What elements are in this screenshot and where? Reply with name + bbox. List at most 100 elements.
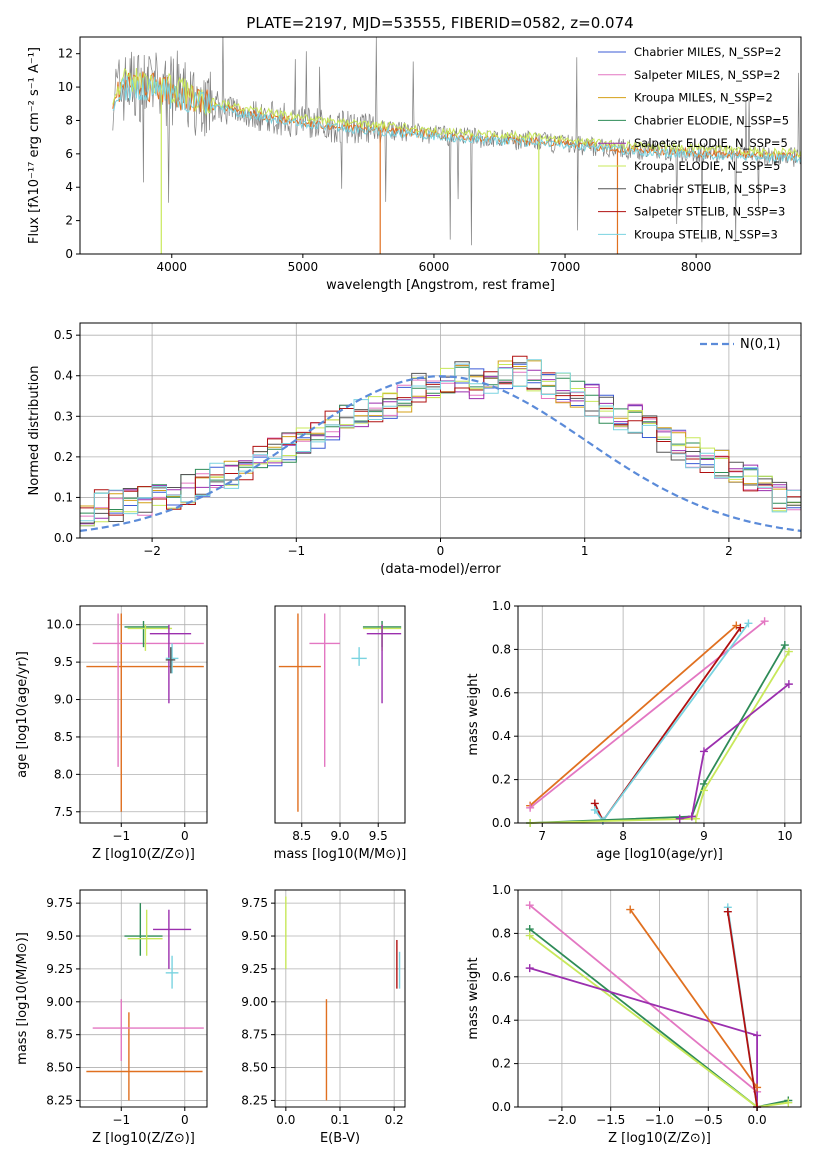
residual-xlabel: (data-model)/error — [380, 562, 501, 577]
spectrum-xtick-label-4: 8000 — [681, 260, 712, 274]
weight-vs-age-xtick-label-1: 8 — [619, 829, 627, 843]
weight-vs-age-marker-5-3 — [784, 647, 793, 656]
weight-vs-z-ytick-label-2: 0.4 — [492, 1013, 511, 1027]
spectrum-ytick-label-2: 4 — [65, 180, 73, 194]
weight-vs-age-marker-6-3 — [784, 680, 793, 689]
mass-vs-z-xlabel: Z [log10(Z/Z⊙)] — [92, 1131, 195, 1146]
weight-vs-age-series-4 — [530, 644, 786, 824]
mass-vs-z-ytick-label-3: 9.00 — [46, 995, 73, 1009]
weight-vs-z-marker-2-0 — [525, 901, 534, 910]
age-vs-z-ylabel: age [log10(age/yr)] — [15, 651, 30, 778]
weight-vs-z-xtick-label-3: −0.5 — [694, 1113, 723, 1127]
mass-vs-z-xtick-label-1: 0 — [181, 1113, 189, 1127]
weight-vs-age-ytick-label-5: 1.0 — [492, 599, 511, 613]
mass-vs-ebv-ytick-label-2: 8.75 — [241, 1028, 268, 1042]
residual-ytick-label-0: 0.0 — [54, 531, 73, 545]
age-vs-mass-xlabel: mass [log10(M/M⊙)] — [274, 847, 407, 862]
mass-vs-z-ytick-label-4: 9.25 — [46, 962, 73, 976]
model-kroupa-stelib-line — [112, 76, 801, 164]
weight-vs-z-marker-6-0 — [723, 907, 732, 916]
age-vs-mass-xtick-label-0: 8.5 — [292, 829, 311, 843]
weight-vs-z-ytick-label-4: 0.8 — [492, 926, 511, 940]
weight-vs-age-group — [518, 605, 801, 827]
weight-vs-z-ytick-label-3: 0.6 — [492, 970, 511, 984]
weight-vs-z-ylabel: mass weight — [466, 957, 481, 1039]
residual-group — [79, 323, 802, 539]
mass-vs-z-ytick-label-5: 9.50 — [46, 929, 73, 943]
mass-vs-ebv-ytick-label-0: 8.25 — [241, 1093, 268, 1107]
weight-vs-z-marker-1-2 — [784, 1098, 793, 1107]
mass-vs-z-ytick-label-2: 8.75 — [46, 1028, 73, 1042]
weight-vs-age-marker-5-2 — [699, 786, 708, 795]
legend-entry-4: Salpeter ELODIE, N_SSP=5 — [634, 136, 788, 150]
spectrum-ytick-label-6: 12 — [58, 47, 73, 61]
normal-legend-label: N(0,1) — [740, 337, 781, 352]
spectrum-group — [80, 37, 801, 254]
spectrum-xtick-label-3: 7000 — [550, 260, 581, 274]
mass-vs-z-group — [80, 890, 207, 1107]
weight-vs-z-series-4 — [629, 908, 758, 1089]
mass-vs-ebv-ytick-label-3: 9.00 — [241, 995, 268, 1009]
weight-vs-z-marker-3-0 — [525, 964, 534, 973]
spectrum-xtick-label-0: 4000 — [156, 260, 187, 274]
legend-entry-8: Kroupa STELIB, N_SSP=3 — [634, 227, 778, 241]
weight-vs-z-marker-4-0 — [626, 905, 635, 914]
weight-vs-age-series-5 — [530, 651, 790, 824]
age-vs-z-ytick-label-1: 8.0 — [54, 767, 73, 781]
legend-entry-6: Chabrier STELIB, N_SSP=3 — [634, 182, 786, 196]
figure-title: PLATE=2197, MJD=53555, FIBERID=0582, z=0… — [246, 14, 633, 32]
spectrum-frame — [79, 36, 802, 255]
weight-vs-z-xtick-label-0: −2.0 — [547, 1113, 576, 1127]
weight-vs-age-marker-1-0 — [526, 803, 535, 812]
residual-ytick-label-3: 0.3 — [54, 409, 73, 423]
residual-xtick-label-1: −1 — [287, 544, 305, 558]
mass-vs-ebv-ytick-label-5: 9.50 — [241, 929, 268, 943]
age-vs-z-xlabel: Z [log10(Z/Z⊙)] — [92, 847, 195, 862]
weight-vs-age-marker-5-1 — [691, 814, 700, 823]
age-vs-z-frame — [79, 605, 208, 824]
legend-entry-3: Chabrier ELODIE, N_SSP=5 — [634, 113, 789, 127]
model-kroupa-elodie-line — [112, 67, 801, 158]
spectrum-ytick-label-1: 2 — [65, 214, 73, 228]
mass-vs-ebv-group — [275, 890, 405, 1107]
residual-ylabel: Normed distribution — [27, 366, 42, 496]
weight-vs-age-marker-6-2 — [699, 747, 708, 756]
weight-vs-age-marker-4-3 — [780, 641, 789, 650]
age-vs-mass-group — [275, 606, 405, 823]
residual-xtick-label-0: −2 — [143, 544, 161, 558]
weight-vs-age-ytick-label-1: 0.2 — [492, 773, 511, 787]
mass-vs-ebv-ytick-label-4: 9.25 — [241, 962, 268, 976]
weight-vs-age-marker-0-1 — [732, 621, 741, 630]
weight-vs-age-marker-6-0 — [675, 814, 684, 823]
age-vs-z-ytick-label-5: 10.0 — [46, 618, 73, 632]
weight-vs-z-ytick-label-0: 0.0 — [492, 1100, 511, 1114]
weight-vs-z-xlabel: Z [log10(Z/Z⊙)] — [608, 1131, 711, 1146]
normal-curve — [79, 375, 802, 532]
legend-entry-2: Kroupa MILES, N_SSP=2 — [634, 91, 773, 105]
residual-xtick-label-3: 1 — [581, 544, 589, 558]
spectrum-ytick-label-0: 0 — [65, 247, 73, 261]
weight-vs-age-series-1 — [529, 620, 766, 809]
weight-vs-z-ytick-label-1: 0.2 — [492, 1057, 511, 1071]
weight-vs-age-ytick-label-3: 0.6 — [492, 686, 511, 700]
weight-vs-age-marker-3-0 — [590, 805, 599, 814]
spectrum-xtick-label-2: 6000 — [419, 260, 450, 274]
weight-vs-age-marker-6-1 — [687, 812, 696, 821]
weight-vs-age-series-0 — [529, 624, 737, 807]
weight-vs-age-marker-1-1 — [760, 617, 769, 626]
weight-vs-z-series-2 — [529, 904, 758, 1093]
legend-entry-1: Salpeter MILES, N_SSP=2 — [634, 68, 780, 82]
spectrum-ytick-label-4: 8 — [65, 113, 73, 127]
weight-vs-age-series-6 — [679, 683, 790, 820]
weight-vs-z-xtick-label-4: 0.0 — [748, 1113, 767, 1127]
weight-vs-age-ytick-label-0: 0.0 — [492, 816, 511, 830]
mass-vs-ebv-xtick-label-2: 0.2 — [385, 1113, 404, 1127]
residual-histogram-8 — [80, 359, 801, 522]
residual-ytick-label-2: 0.2 — [54, 450, 73, 464]
spectrum-xtick-label-1: 5000 — [288, 260, 319, 274]
residual-xtick-label-4: 2 — [725, 544, 733, 558]
mass-vs-ebv-xtick-label-1: 0.1 — [330, 1113, 349, 1127]
weight-vs-z-xtick-label-1: −1.5 — [596, 1113, 625, 1127]
residual-xtick-label-2: 0 — [437, 544, 445, 558]
mass-vs-ebv-ytick-label-1: 8.50 — [241, 1061, 268, 1075]
